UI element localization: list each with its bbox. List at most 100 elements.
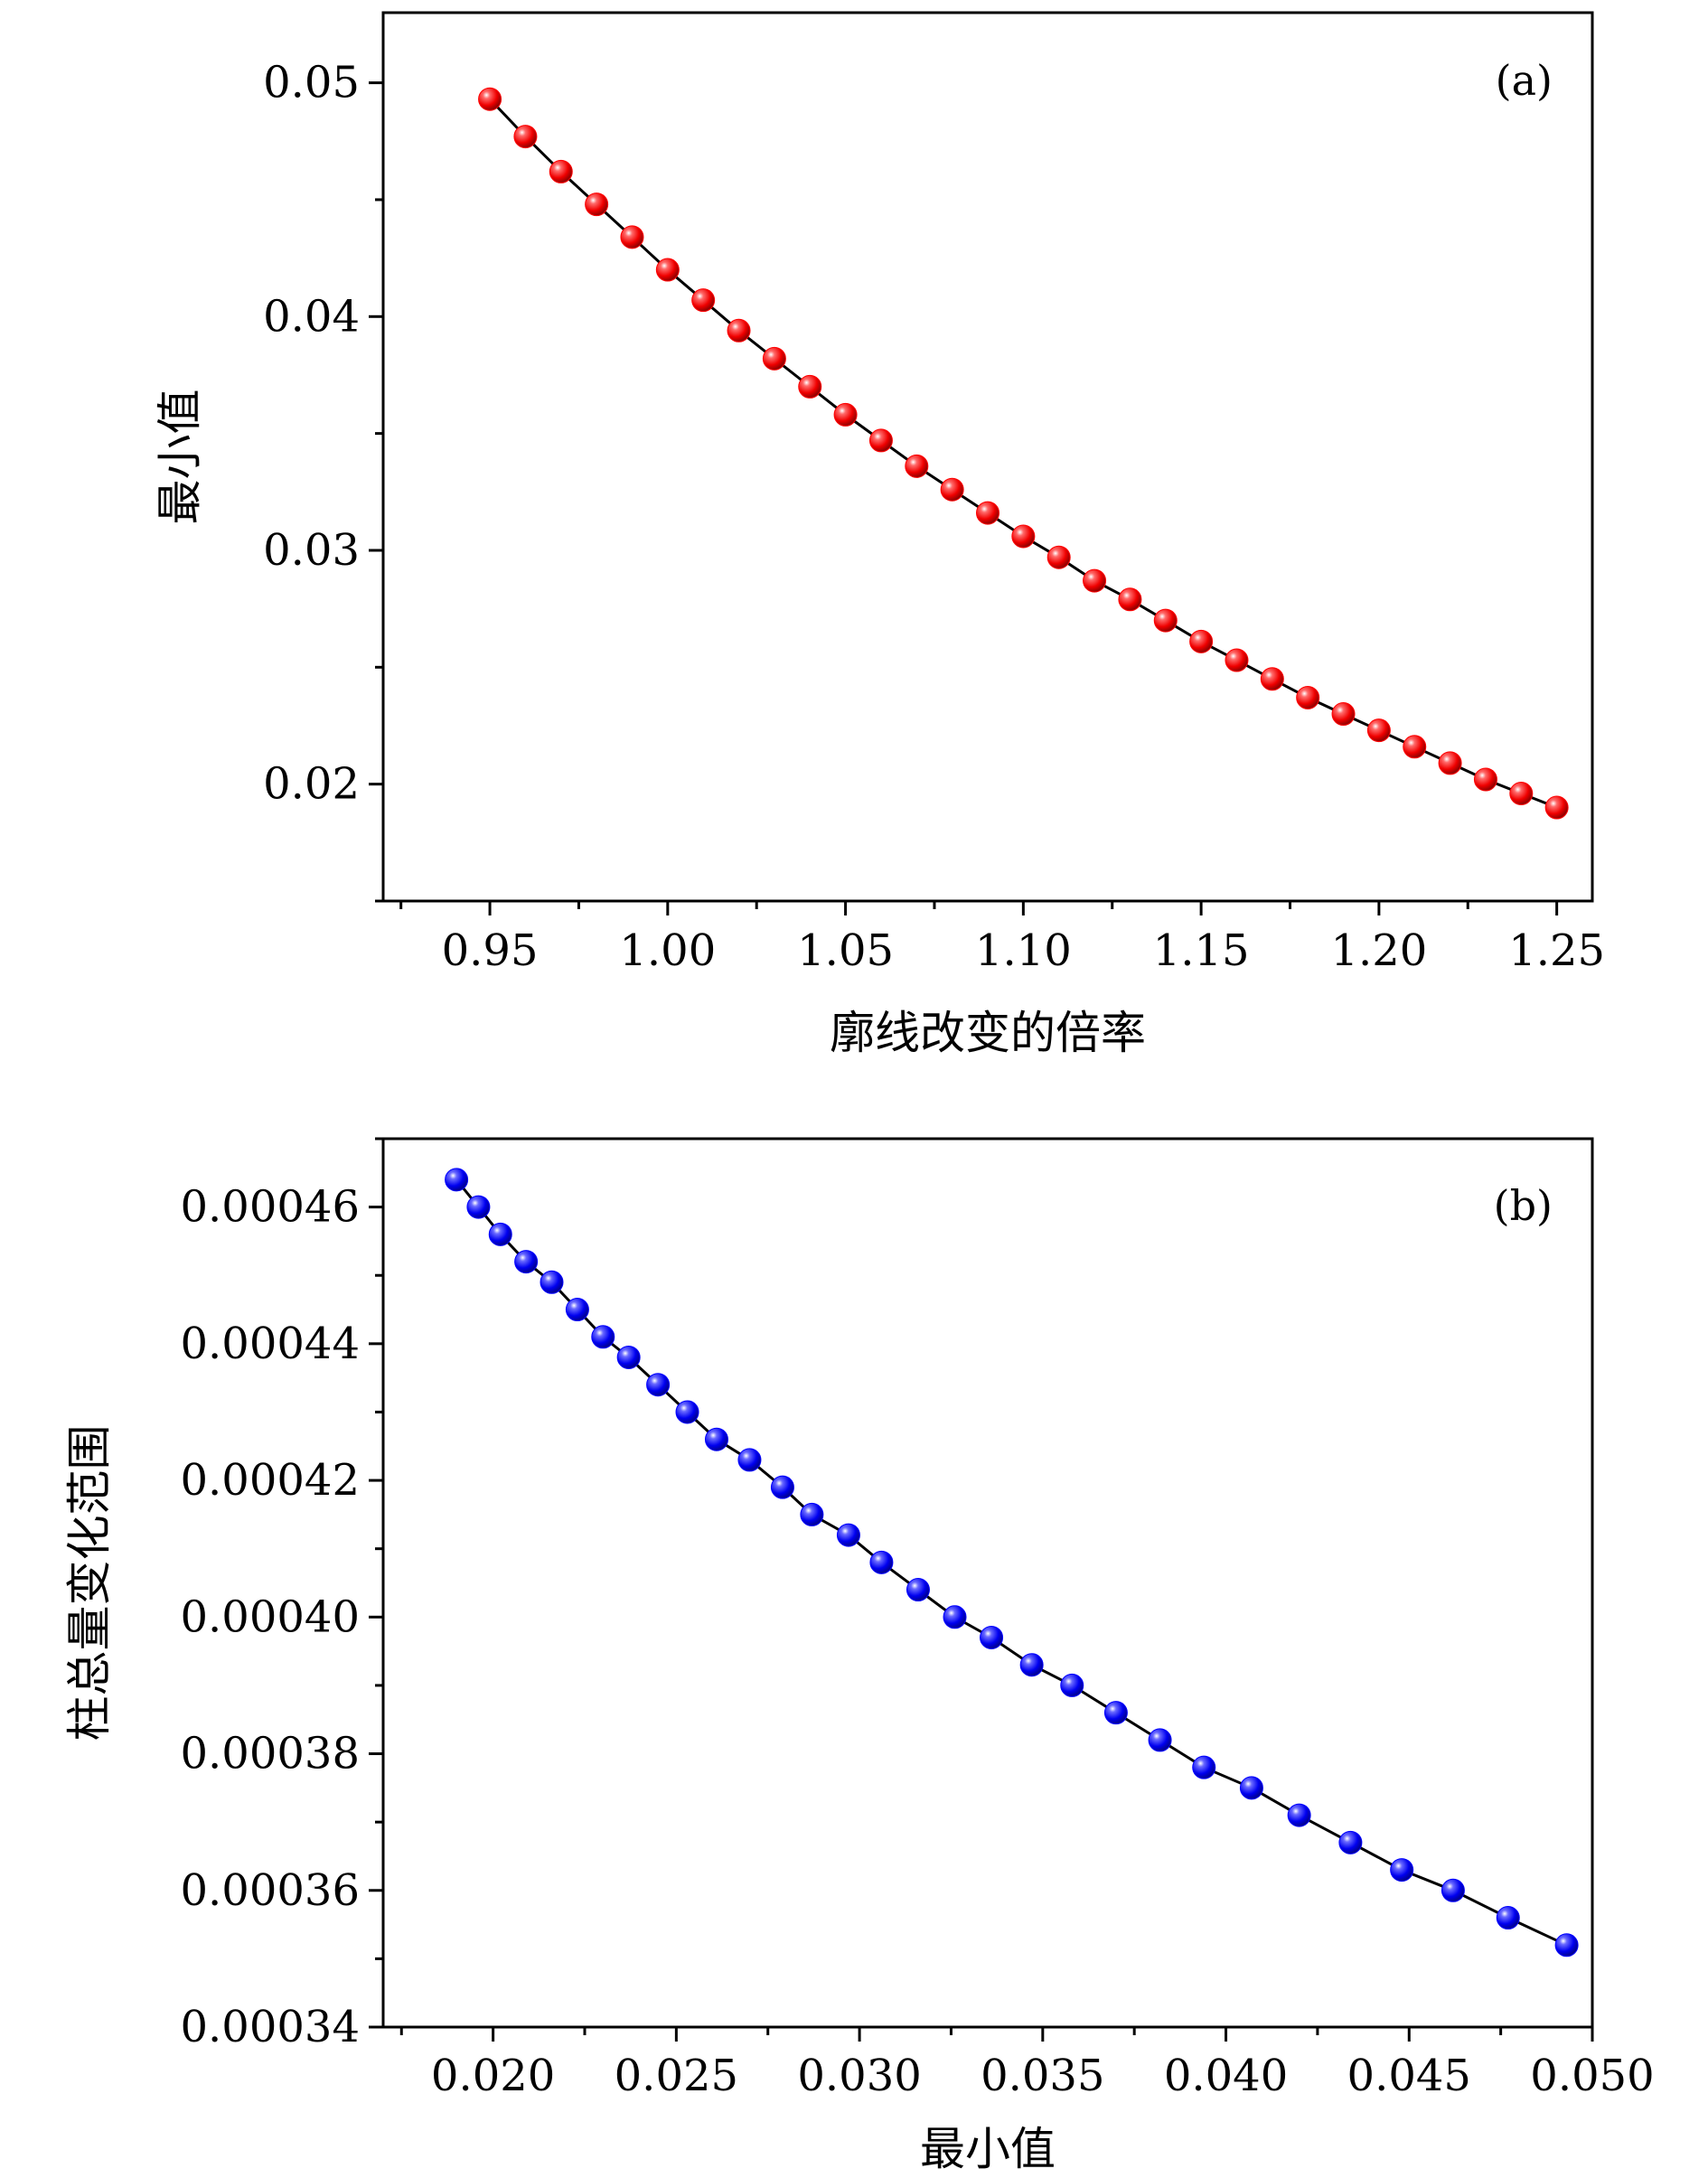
data-point	[1554, 1933, 1579, 1957]
panel-a-y-axis-label: 最小值	[154, 390, 206, 525]
data-point	[675, 1400, 699, 1424]
data-point	[691, 288, 716, 313]
data-point	[1509, 782, 1534, 806]
y-tick-label: 0.00046	[181, 1182, 361, 1233]
data-point	[1496, 1906, 1520, 1930]
y-tick-label: 0.04	[263, 291, 360, 342]
panel-b-series-line	[455, 1178, 1568, 1947]
data-point	[1192, 1755, 1216, 1779]
data-point	[1011, 524, 1036, 549]
data-point	[868, 428, 893, 453]
data-point	[1366, 718, 1391, 743]
panel-a-ticks	[369, 81, 1559, 915]
y-tick-label: 0.00042	[181, 1455, 361, 1506]
x-tick-label: 1.10	[975, 925, 1072, 976]
panel-b-x-axis-label: 最小值	[920, 2123, 1056, 2175]
data-point	[833, 402, 858, 427]
data-point	[1544, 795, 1569, 820]
data-point	[976, 501, 999, 525]
data-point	[1060, 1673, 1084, 1697]
data-point	[513, 125, 538, 149]
data-point	[445, 1168, 469, 1192]
data-point	[1441, 1878, 1465, 1902]
data-point	[1118, 587, 1142, 612]
data-point	[869, 1550, 894, 1574]
panel-b-plot-frame	[381, 1137, 1594, 2029]
data-point	[655, 258, 680, 282]
data-point	[549, 159, 573, 183]
data-point	[478, 87, 502, 111]
y-tick-label: 0.00034	[181, 2002, 361, 2052]
data-point	[540, 1270, 564, 1294]
data-point	[905, 454, 929, 478]
data-point	[737, 1448, 762, 1472]
x-tick-label: 1.00	[619, 925, 716, 976]
x-tick-label: 1.05	[797, 925, 894, 976]
data-point	[616, 1345, 641, 1369]
data-point	[1260, 667, 1284, 691]
data-point	[1331, 702, 1356, 727]
data-point	[1473, 767, 1497, 792]
panel-a-plot-frame	[381, 11, 1594, 903]
data-point	[762, 346, 786, 371]
data-point	[1019, 1653, 1044, 1677]
data-point	[727, 318, 751, 343]
data-point	[1287, 1803, 1311, 1827]
data-point	[1225, 648, 1249, 672]
data-point	[836, 1523, 860, 1547]
panel-a-tick-labels: 0.95 1.00 1.05 1.10 1.15 1.20 1.25 0.02 0.03 0.04…	[263, 58, 1605, 976]
data-point	[1153, 608, 1178, 633]
data-point	[906, 1578, 930, 1602]
x-tick-label: 1.15	[1153, 925, 1250, 976]
panel-b-y-axis-label: 柱总量变化范围	[63, 1425, 116, 1741]
data-point	[1148, 1728, 1172, 1752]
y-tick-label: 0.00044	[181, 1319, 361, 1369]
data-point	[1296, 685, 1320, 709]
panel-a-chart: 0.95 1.00 1.05 1.10 1.15 1.20 1.25 0.02 0.03 0.04…	[154, 11, 1605, 1059]
panel-a-x-axis-label: 廓线改变的倍率	[830, 1007, 1146, 1059]
data-point	[466, 1195, 491, 1219]
x-tick-label: 0.025	[615, 2051, 738, 2101]
panel-b-chart: 0.020 0.025 0.030 0.035 0.040 0.045 0.050 0.000…	[63, 1137, 1655, 2175]
x-tick-label: 0.035	[981, 2051, 1104, 2101]
data-point	[940, 477, 964, 502]
y-tick-label: 0.03	[263, 525, 360, 576]
data-point	[704, 1427, 728, 1451]
panel-b-points	[445, 1168, 1579, 1957]
data-point	[514, 1250, 539, 1274]
panel-a-points	[478, 87, 1569, 820]
panel-a-series-line	[489, 98, 1558, 809]
data-point	[1438, 751, 1462, 775]
data-point	[1189, 629, 1214, 653]
data-point	[620, 225, 644, 249]
data-point	[591, 1325, 615, 1349]
x-tick-label: 0.050	[1530, 2051, 1654, 2101]
data-point	[798, 374, 822, 399]
data-point	[980, 1625, 1004, 1649]
x-tick-label: 0.95	[442, 925, 539, 976]
y-tick-label: 0.05	[263, 58, 360, 108]
x-tick-label: 0.040	[1164, 2051, 1288, 2101]
x-tick-label: 1.20	[1330, 925, 1427, 976]
data-point	[1338, 1830, 1363, 1854]
data-point	[1083, 568, 1107, 593]
data-point	[1403, 735, 1427, 759]
y-tick-label: 0.00038	[181, 1729, 361, 1779]
data-point	[943, 1605, 967, 1629]
y-tick-label: 0.00040	[181, 1591, 361, 1642]
data-point	[1046, 545, 1071, 569]
y-tick-label: 0.02	[263, 759, 360, 810]
x-tick-label: 0.020	[431, 2051, 555, 2101]
data-point	[488, 1222, 512, 1246]
data-point	[1390, 1858, 1414, 1882]
data-point	[1103, 1701, 1128, 1725]
data-point	[800, 1502, 824, 1526]
panel-b-label: (b)	[1494, 1181, 1553, 1230]
panel-b-tick-labels: 0.020 0.025 0.030 0.035 0.040 0.045 0.050 0.000…	[181, 1182, 1655, 2101]
x-tick-label: 0.030	[797, 2051, 921, 2101]
data-point	[770, 1475, 794, 1499]
data-point	[565, 1298, 589, 1322]
y-tick-label: 0.00036	[181, 1865, 361, 1916]
panel-a-label: (a)	[1496, 56, 1553, 105]
